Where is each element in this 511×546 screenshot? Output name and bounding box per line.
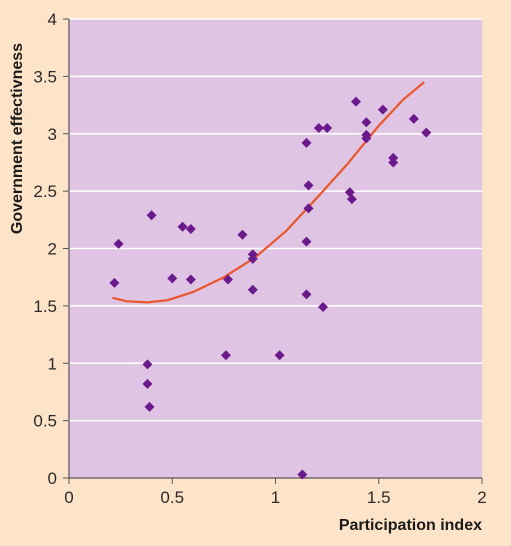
data-point — [317, 302, 328, 313]
data-point — [361, 133, 372, 144]
data-point — [177, 221, 188, 232]
x-axis-label: Participation index — [339, 517, 482, 534]
y-tick-label: 4 — [48, 10, 57, 29]
data-point — [313, 123, 324, 134]
data-point — [144, 401, 155, 412]
data-point — [408, 113, 419, 124]
x-tick-label: 1.5 — [367, 488, 391, 507]
y-tick-label: 3.5 — [33, 67, 57, 86]
y-tick-label: 2 — [48, 240, 57, 259]
x-axis-ticks: 0 0.5 1 1.5 2 — [64, 478, 487, 507]
x-tick-label: 2 — [477, 488, 486, 507]
data-point — [301, 137, 312, 148]
y-tick-label: 1.5 — [33, 297, 57, 316]
data-point — [223, 274, 234, 285]
data-point — [146, 210, 157, 221]
data-point — [185, 274, 196, 285]
data-point — [220, 350, 231, 361]
data-point — [303, 203, 314, 214]
y-tick-label: 2.5 — [33, 182, 57, 201]
data-points — [109, 96, 432, 480]
data-point — [361, 117, 372, 128]
data-point — [388, 157, 399, 168]
data-point — [247, 284, 258, 295]
y-tick-label: 0.5 — [33, 412, 57, 431]
data-point — [237, 229, 248, 240]
data-point — [185, 223, 196, 234]
y-tick-label: 1 — [48, 354, 57, 373]
data-point — [322, 123, 333, 134]
y-tick-label: 0 — [48, 469, 57, 488]
y-axis-label: Government effectivness — [9, 43, 26, 234]
data-point — [142, 359, 153, 370]
data-point — [297, 469, 308, 480]
data-point — [421, 127, 432, 138]
data-point — [247, 253, 258, 264]
x-tick-label: 0.5 — [160, 488, 184, 507]
data-point — [346, 194, 357, 205]
x-tick-label: 0 — [64, 488, 73, 507]
data-point — [301, 236, 312, 247]
data-point — [167, 273, 178, 284]
data-point — [301, 289, 312, 300]
data-point — [113, 238, 124, 249]
data-point — [109, 277, 120, 288]
data-point — [142, 378, 153, 389]
gridlines — [69, 18, 482, 422]
data-point — [303, 180, 314, 191]
data-point — [274, 350, 285, 361]
data-point — [351, 96, 362, 107]
y-tick-label: 3 — [48, 125, 57, 144]
y-axis-ticks: 0 0.5 1 1.5 2 2.5 3 3.5 4 — [33, 10, 69, 488]
x-tick-label: 1 — [271, 488, 280, 507]
data-point — [377, 104, 388, 115]
